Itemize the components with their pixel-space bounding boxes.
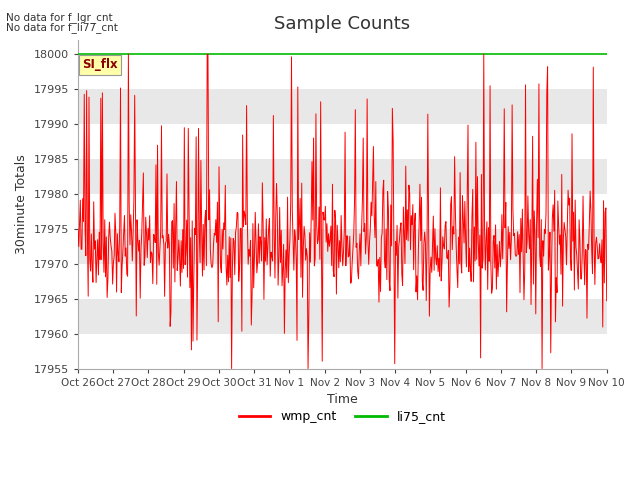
Text: SI_flx: SI_flx xyxy=(82,58,118,71)
Bar xyxy=(78,229,607,264)
Bar xyxy=(78,89,607,124)
Text: No data for f_li77_cnt: No data for f_li77_cnt xyxy=(6,22,118,33)
Bar xyxy=(78,194,607,229)
Bar xyxy=(78,264,607,299)
Bar xyxy=(78,299,607,334)
Bar xyxy=(78,54,607,89)
Bar xyxy=(78,124,607,159)
Y-axis label: 30minute Totals: 30minute Totals xyxy=(15,155,28,254)
Text: No data for f_lgr_cnt: No data for f_lgr_cnt xyxy=(6,12,113,23)
Bar xyxy=(78,334,607,369)
X-axis label: Time: Time xyxy=(327,393,358,406)
Title: Sample Counts: Sample Counts xyxy=(275,15,410,33)
Bar xyxy=(78,159,607,194)
Legend: wmp_cnt, li75_cnt: wmp_cnt, li75_cnt xyxy=(234,405,451,428)
